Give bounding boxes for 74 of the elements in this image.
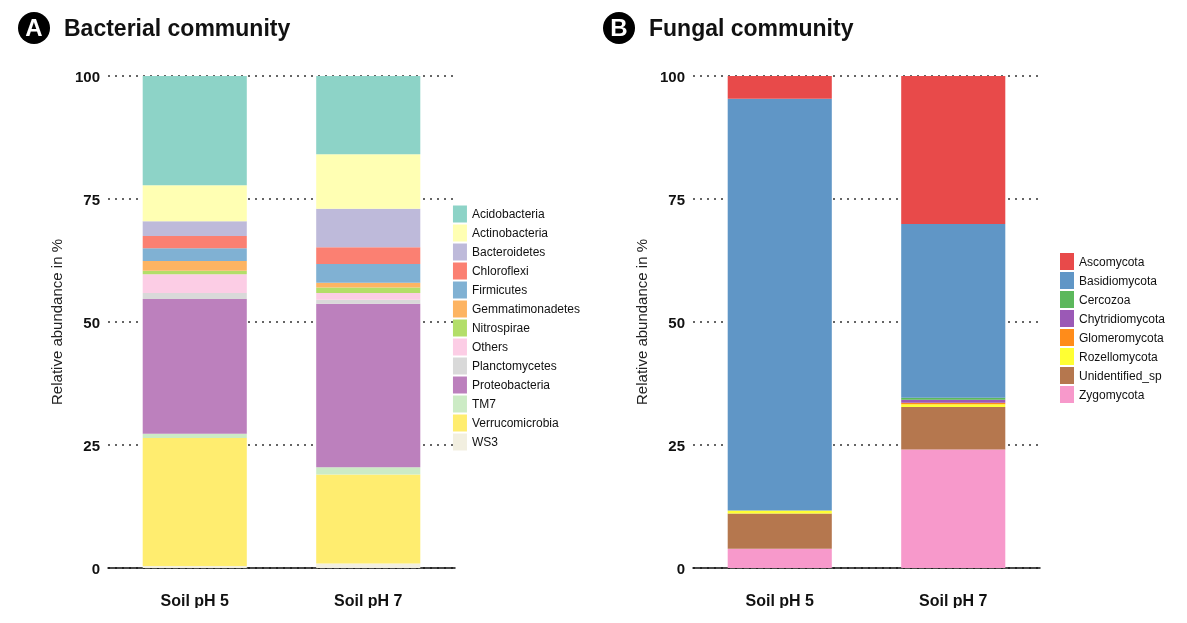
bar <box>901 76 1006 225</box>
circle-badge: A <box>18 12 50 44</box>
y-tick-label: 25 <box>83 436 100 454</box>
bar <box>727 76 832 99</box>
bar <box>316 208 421 248</box>
legend-label: Proteobacteria <box>471 378 551 392</box>
bar <box>142 76 247 186</box>
legend-label: Acidobacteria <box>471 207 545 221</box>
bar <box>142 433 247 439</box>
legend-label: Gemmatimonadetes <box>471 302 580 316</box>
bar <box>316 287 421 293</box>
bar <box>316 76 421 155</box>
legend-label: Glomeromycota <box>1078 330 1164 345</box>
bar <box>316 563 421 568</box>
y-axis-title: Relative abundance in % <box>48 239 66 405</box>
bar <box>901 224 1006 398</box>
y-tick-label: 100 <box>659 67 685 85</box>
bar <box>316 247 421 264</box>
x-tick-label: Soil pH 5 <box>160 591 230 609</box>
legend-label: TM7 <box>471 397 497 411</box>
circle-badge: B <box>603 12 635 44</box>
chart-title: Bacterial community <box>64 14 291 42</box>
bar <box>142 274 247 293</box>
legend-label: Firmicutes <box>471 283 528 297</box>
bar <box>901 407 1006 450</box>
bar <box>727 548 832 568</box>
legend-label: Bacteroidetes <box>471 245 546 259</box>
legend-label: Others <box>471 340 508 354</box>
x-tick-label: Soil pH 5 <box>745 591 815 609</box>
legend-label: Chloroflexi <box>471 264 529 278</box>
bar <box>142 292 247 299</box>
y-tick-label: 75 <box>83 190 100 208</box>
legend-label: WS3 <box>471 435 499 449</box>
legend-label: Cercozoa <box>1078 292 1131 307</box>
bar <box>316 263 421 283</box>
bar <box>316 299 421 304</box>
bar <box>142 298 247 434</box>
legend-label: Zygomycota <box>1078 387 1145 402</box>
legend-label: Unidentified_sp <box>1078 368 1163 383</box>
legend-label: Planctomycetes <box>471 359 557 373</box>
y-tick-label: 25 <box>668 436 685 454</box>
legend-label: Verrucomicrobia <box>471 416 559 430</box>
x-tick-label: Soil pH 7 <box>919 591 988 609</box>
bar <box>142 438 247 567</box>
y-tick-label: 50 <box>668 313 685 331</box>
bar <box>142 185 247 222</box>
chart-title: Fungal community <box>649 14 854 42</box>
bar <box>316 303 421 468</box>
bar <box>316 292 421 300</box>
bar <box>901 449 1006 568</box>
bar <box>316 282 421 288</box>
bar <box>316 474 421 564</box>
bar <box>142 235 247 249</box>
x-tick-label: Soil pH 7 <box>334 591 403 609</box>
bar <box>727 510 832 514</box>
bar <box>142 260 247 271</box>
y-tick-label: 0 <box>676 559 685 577</box>
bar <box>316 154 421 209</box>
bar <box>316 467 421 475</box>
y-tick-label: 100 <box>74 67 100 85</box>
legend-label: Rozellomycota <box>1078 349 1158 364</box>
y-tick-label: 50 <box>83 313 100 331</box>
bar <box>727 513 832 549</box>
bar <box>142 221 247 236</box>
y-axis-title: Relative abundance in % <box>633 239 651 405</box>
legend-label: Chytridiomycota <box>1078 311 1166 326</box>
legend-label: Nitrospirae <box>471 321 531 335</box>
legend-label: Basidiomycota <box>1078 273 1158 288</box>
bar <box>727 98 832 511</box>
legend-label: Actinobacteria <box>471 226 549 240</box>
bar <box>142 248 247 261</box>
y-tick-label: 0 <box>91 559 100 577</box>
legend-label: Ascomycota <box>1078 254 1145 269</box>
y-tick-label: 75 <box>668 190 685 208</box>
